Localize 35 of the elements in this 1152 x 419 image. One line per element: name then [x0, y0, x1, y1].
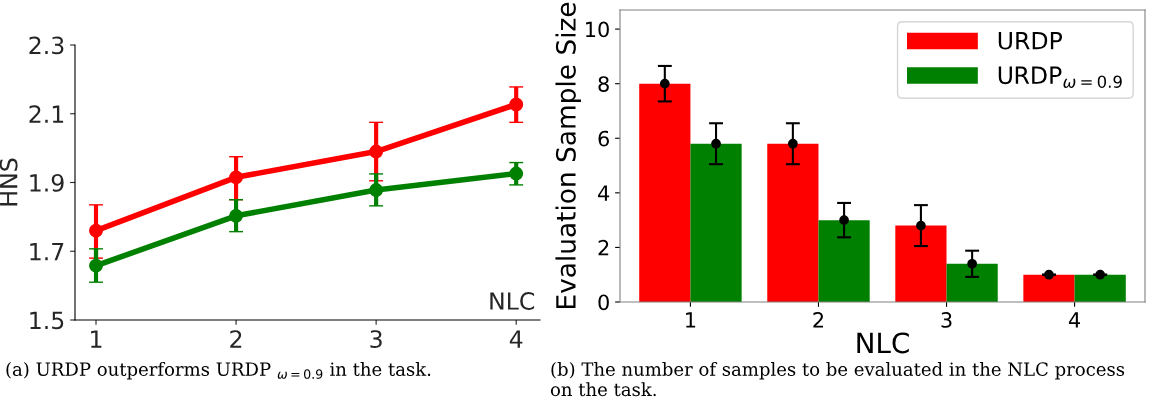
bar	[690, 143, 742, 302]
bar	[818, 220, 870, 302]
y-axis-title: Evaluation Sample Size	[555, 2, 581, 308]
text: (b) The number of samples to be evaluated in the NLC process on the task.	[550, 362, 1125, 397]
x-tick-label: 3	[941, 312, 952, 328]
y-tick-label: 10	[586, 21, 609, 38]
x-tick-label: 4	[509, 330, 523, 348]
bar	[1074, 274, 1126, 302]
x-axis-title: NLC	[857, 332, 909, 354]
x-tick-label: 4	[1068, 312, 1081, 328]
text: (a) URDP outperforms URDP $_{ω=0.9}$ in the task.	[6, 362, 431, 380]
legend-label: URDP$_{ω=0.9}$	[998, 66, 1122, 88]
bar	[767, 143, 819, 302]
x-tick-label: 1	[686, 312, 696, 328]
y-tick-label: 2.3	[29, 36, 64, 55]
x-tick-label: 2	[230, 330, 242, 348]
bar	[895, 225, 947, 302]
y-tick-label: 0	[598, 294, 609, 311]
x-tick-label: 3	[370, 330, 382, 348]
bar	[639, 83, 691, 302]
legend-label: URDP	[998, 31, 1063, 50]
x-axis-title: NLC	[490, 292, 535, 310]
y-axis-title: HNS	[0, 158, 18, 206]
x-tick-label: 1	[91, 330, 102, 348]
bar	[946, 263, 998, 302]
y-tick-label: 1.7	[30, 243, 64, 261]
y-tick-label: 1.5	[30, 311, 64, 330]
bar	[1023, 274, 1075, 302]
y-tick-label: 8	[598, 76, 609, 92]
y-tick-label: 4	[598, 185, 610, 201]
x-tick-label: 2	[813, 312, 824, 328]
y-tick-label: 1.9	[30, 173, 64, 192]
y-tick-label: 2.1	[29, 105, 64, 123]
y-tick-label: 2	[598, 239, 609, 256]
y-tick-label: 6	[598, 130, 609, 147]
